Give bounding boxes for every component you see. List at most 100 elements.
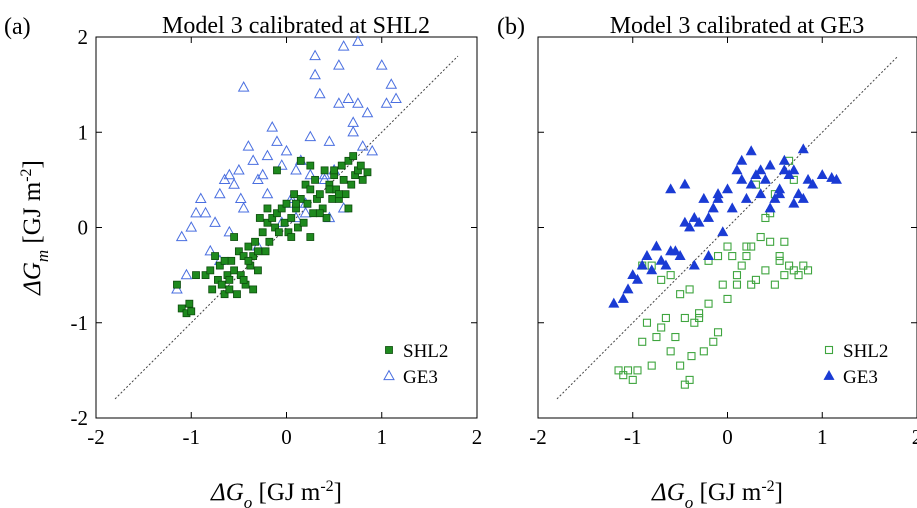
data-point (230, 266, 239, 275)
data-point (223, 225, 236, 237)
data-point (299, 206, 312, 218)
data-point (685, 285, 694, 294)
data-point (698, 192, 710, 203)
data-point (830, 173, 842, 184)
data-point (341, 190, 350, 199)
data-point (237, 202, 250, 213)
y-tick-label: 0 (78, 216, 89, 240)
legend: SHL2 GE3 (383, 341, 448, 388)
x-tick-label: 0 (281, 425, 292, 449)
data-point (277, 204, 286, 213)
data-point (175, 230, 188, 242)
data-point (742, 252, 751, 261)
data-point (617, 292, 629, 303)
data-point (703, 211, 715, 222)
data-point (294, 223, 302, 232)
x-tick-label: 2 (912, 425, 917, 449)
data-point (650, 240, 662, 251)
data-point (375, 59, 388, 70)
data-point (699, 347, 708, 356)
data-point (268, 214, 277, 222)
data-point (737, 261, 746, 270)
data-point (797, 192, 809, 203)
data-point (803, 266, 813, 275)
data-point (647, 361, 656, 370)
data-point (211, 252, 219, 260)
data-point (676, 361, 685, 370)
data-point (676, 290, 685, 299)
data-point (816, 169, 828, 180)
legend-label: SHL2 (843, 341, 888, 362)
data-point (215, 261, 224, 270)
data-point (330, 166, 339, 175)
data-point (674, 250, 686, 260)
data-point (217, 280, 226, 289)
data-point (309, 49, 321, 61)
data-point (707, 202, 719, 213)
data-point (273, 166, 281, 175)
data-point (173, 280, 181, 289)
data-point (665, 183, 677, 194)
data-point (263, 204, 272, 213)
y-axis-label: ΔGm [GJ m-2] (18, 160, 52, 296)
series-ge3 (171, 35, 402, 294)
data-point (789, 175, 798, 184)
data-point (717, 226, 729, 237)
data-point (334, 190, 343, 199)
data-point (713, 328, 723, 337)
data-point (234, 247, 243, 256)
data-point (190, 206, 202, 218)
data-point (333, 97, 345, 108)
data-point (180, 268, 193, 280)
data-point (713, 252, 723, 261)
data-point (234, 192, 247, 204)
data-point (385, 78, 398, 89)
data-point (761, 266, 770, 275)
data-point (747, 242, 756, 251)
data-point (208, 285, 217, 294)
data-point (244, 256, 253, 265)
data-point (315, 209, 324, 218)
data-point (206, 266, 215, 275)
data-point (709, 337, 718, 346)
data-point (309, 209, 318, 218)
data-point (309, 68, 321, 80)
data-point (679, 178, 691, 189)
data-point (199, 206, 212, 218)
data-point (642, 318, 652, 327)
data-point (775, 256, 784, 265)
data-point (704, 299, 713, 308)
data-point (614, 366, 623, 375)
data-point (220, 256, 229, 265)
data-point (657, 323, 666, 332)
data-point (201, 271, 210, 280)
data-point (227, 256, 236, 265)
data-point (799, 261, 808, 270)
data-point (204, 244, 217, 256)
data-point (695, 309, 704, 318)
data-point (347, 180, 356, 189)
data-point (220, 290, 229, 299)
data-point (192, 271, 200, 280)
x-tick-label: 1 (817, 425, 828, 449)
data-point (304, 130, 317, 142)
data-point (788, 197, 800, 208)
data-point (306, 185, 315, 194)
data-point (304, 168, 317, 180)
data-point (657, 275, 666, 284)
x-tick-label: 1 (377, 425, 388, 449)
data-point (349, 152, 358, 160)
data-point (287, 233, 296, 241)
data-point (223, 168, 236, 180)
data-point (296, 156, 305, 165)
data-point (306, 161, 315, 170)
data-point (661, 313, 670, 323)
data-point (339, 175, 348, 184)
data-point (265, 237, 274, 246)
data-point (290, 163, 302, 175)
y-tick-label: -1 (71, 311, 89, 335)
data-point (225, 285, 234, 294)
data-point (802, 173, 814, 184)
data-point (690, 318, 699, 327)
data-point (731, 164, 743, 175)
